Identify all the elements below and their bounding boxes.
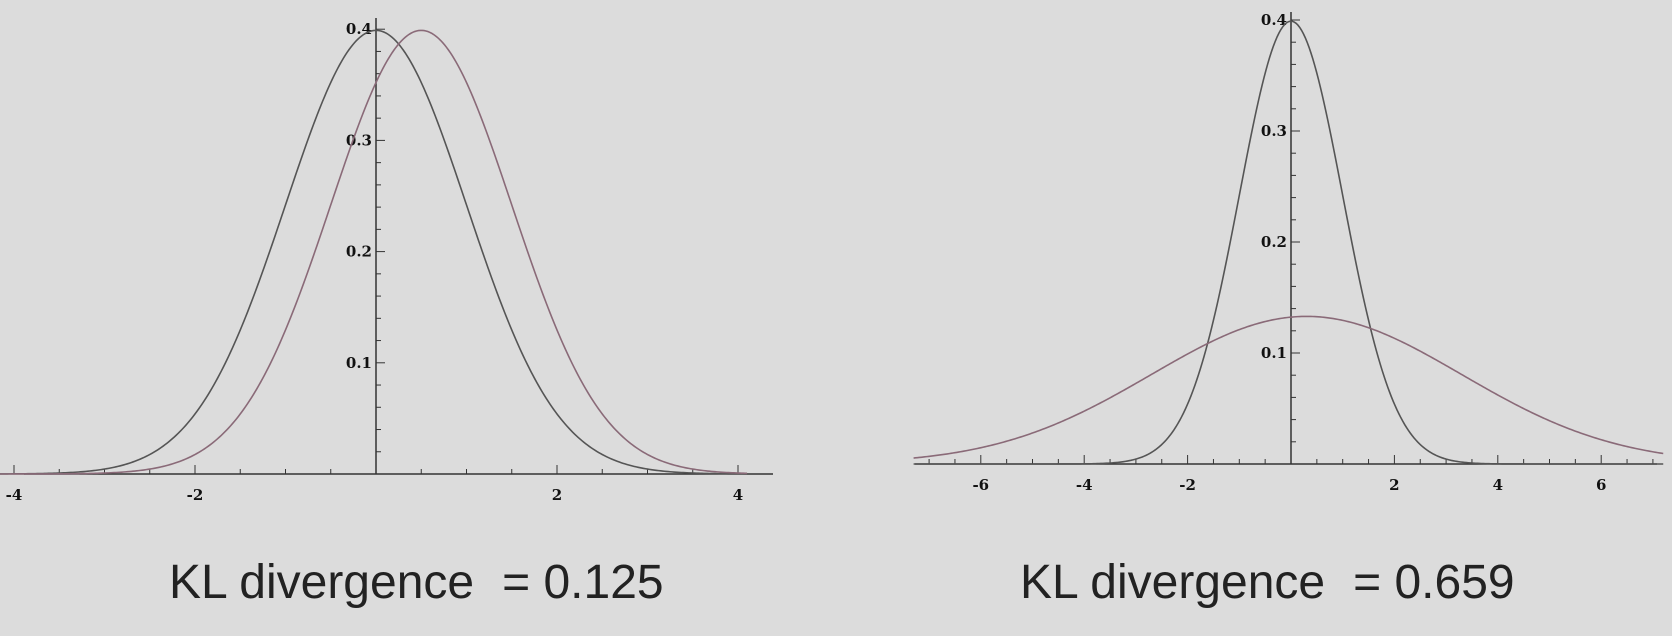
y-tick-label-1: 0.3 xyxy=(1261,122,1287,140)
y-tick-label-0: 0.3 xyxy=(346,131,372,149)
x-tick-label-0: 4 xyxy=(733,486,743,504)
caption-left-value: = 0.125 xyxy=(502,556,664,609)
y-tick-label-1: 0.4 xyxy=(1261,11,1287,29)
x-tick-label-1: 2 xyxy=(1389,476,1399,494)
y-tick-label-1: 0.1 xyxy=(1261,344,1287,362)
series-line-1-0 xyxy=(913,20,1664,465)
series-line-1-1 xyxy=(913,315,1664,459)
caption-left-label: KL divergence xyxy=(169,556,475,609)
series-line-0-1 xyxy=(0,29,748,475)
x-tick-label-1: 6 xyxy=(1596,476,1606,494)
series-line-0-0 xyxy=(0,29,748,475)
x-tick-label-1: 4 xyxy=(1493,476,1503,494)
y-tick-label-0: 0.4 xyxy=(346,20,372,38)
x-tick-label-0: -2 xyxy=(187,486,204,504)
x-tick-label-1: -2 xyxy=(1179,476,1196,494)
y-tick-label-0: 0.2 xyxy=(346,243,372,261)
x-tick-label-1: -6 xyxy=(972,476,989,494)
x-tick-label-1: -4 xyxy=(1076,476,1093,494)
caption-left: KL divergence = 0.125 xyxy=(169,555,664,610)
caption-right-label: KL divergence xyxy=(1020,556,1326,609)
x-tick-label-0: -4 xyxy=(6,486,23,504)
caption-right-value: = 0.659 xyxy=(1353,556,1515,609)
y-tick-label-1: 0.2 xyxy=(1261,233,1287,251)
y-tick-label-0: 0.1 xyxy=(346,354,372,372)
caption-right: KL divergence = 0.659 xyxy=(1020,555,1515,610)
x-tick-label-0: 2 xyxy=(552,486,562,504)
